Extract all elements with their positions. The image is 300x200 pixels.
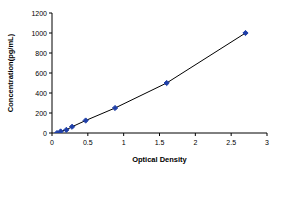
y-tick: [49, 133, 52, 134]
x-tick-label: 2: [193, 139, 197, 146]
curve: [57, 33, 245, 133]
y-tick: [49, 13, 52, 14]
y-tick-label: 400: [35, 90, 47, 97]
x-tick-label: 1: [122, 139, 126, 146]
x-tick: [159, 133, 160, 136]
y-tick: [49, 33, 52, 34]
x-tick: [123, 133, 124, 136]
data-point: [58, 129, 63, 133]
x-tick: [87, 133, 88, 136]
x-tick-label: 3: [265, 139, 269, 146]
y-tick-label: 0: [43, 130, 47, 137]
x-tick: [231, 133, 232, 136]
y-tick-label: 1200: [31, 10, 47, 17]
x-axis-label: Optical Density: [132, 155, 187, 164]
y-tick-label: 1000: [31, 30, 47, 37]
x-tick-label: 0.5: [83, 139, 93, 146]
x-tick-label: 2.5: [226, 139, 236, 146]
y-axis-label: Concentration(pg/mL): [6, 33, 15, 112]
y-tick: [49, 113, 52, 114]
x-tick-label: 1.5: [155, 139, 165, 146]
data-point: [83, 118, 88, 123]
y-tick-label: 800: [35, 50, 47, 57]
data-point: [69, 124, 74, 129]
y-tick: [49, 73, 52, 74]
chart: 0 0.5 1 1.5 2 2.5 3 0 200 400 600 800 1000 1200 Optica…: [0, 0, 300, 200]
x-tick: [195, 133, 196, 136]
data-point: [164, 80, 169, 85]
x-tick: [267, 133, 268, 136]
y-tick: [49, 53, 52, 54]
y-tick-label: 600: [35, 70, 47, 77]
x-tick-label: 0: [50, 139, 54, 146]
data-point: [64, 127, 69, 132]
y-tick: [49, 93, 52, 94]
y-tick-label: 200: [35, 110, 47, 117]
data-point: [243, 30, 248, 35]
data-point: [112, 105, 117, 110]
plot-area: [54, 30, 248, 133]
